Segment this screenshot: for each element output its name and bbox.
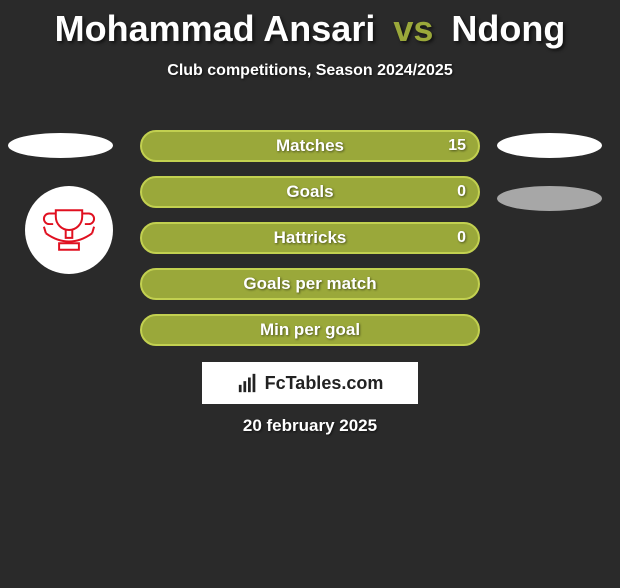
stat-bar-hattricks: Hattricks 0 — [140, 222, 480, 254]
chart-icon — [237, 372, 259, 394]
vs-label: vs — [393, 8, 433, 49]
stat-label: Goals per match — [243, 274, 376, 294]
right-badge-1 — [497, 133, 602, 158]
team-logo — [25, 186, 113, 274]
stat-value: 0 — [457, 183, 466, 201]
stat-label: Goals — [286, 182, 333, 202]
stat-bar-matches: Matches 15 — [140, 130, 480, 162]
brand-badge: FcTables.com — [202, 362, 418, 404]
left-badge-1 — [8, 133, 113, 158]
player1-name: Mohammad Ansari — [55, 8, 376, 49]
subtitle: Club competitions, Season 2024/2025 — [0, 62, 620, 80]
page-title: Mohammad Ansari vs Ndong — [0, 8, 620, 50]
stats-list: Matches 15 Goals 0 Hattricks 0 Goals per… — [140, 130, 480, 360]
right-badge-2 — [497, 186, 602, 211]
infographic-container: Mohammad Ansari vs Ndong Club competitio… — [0, 8, 620, 588]
stat-label: Min per goal — [260, 320, 360, 340]
stat-bar-goals-per-match: Goals per match — [140, 268, 480, 300]
date-label: 20 february 2025 — [0, 416, 620, 436]
player2-name: Ndong — [451, 8, 565, 49]
stat-label: Matches — [276, 136, 344, 156]
brand-text: FcTables.com — [265, 373, 384, 394]
trophy-icon — [36, 197, 102, 263]
stat-value: 0 — [457, 229, 466, 247]
stat-label: Hattricks — [274, 228, 347, 248]
stat-value: 15 — [448, 137, 466, 155]
stat-bar-goals: Goals 0 — [140, 176, 480, 208]
stat-bar-min-per-goal: Min per goal — [140, 314, 480, 346]
